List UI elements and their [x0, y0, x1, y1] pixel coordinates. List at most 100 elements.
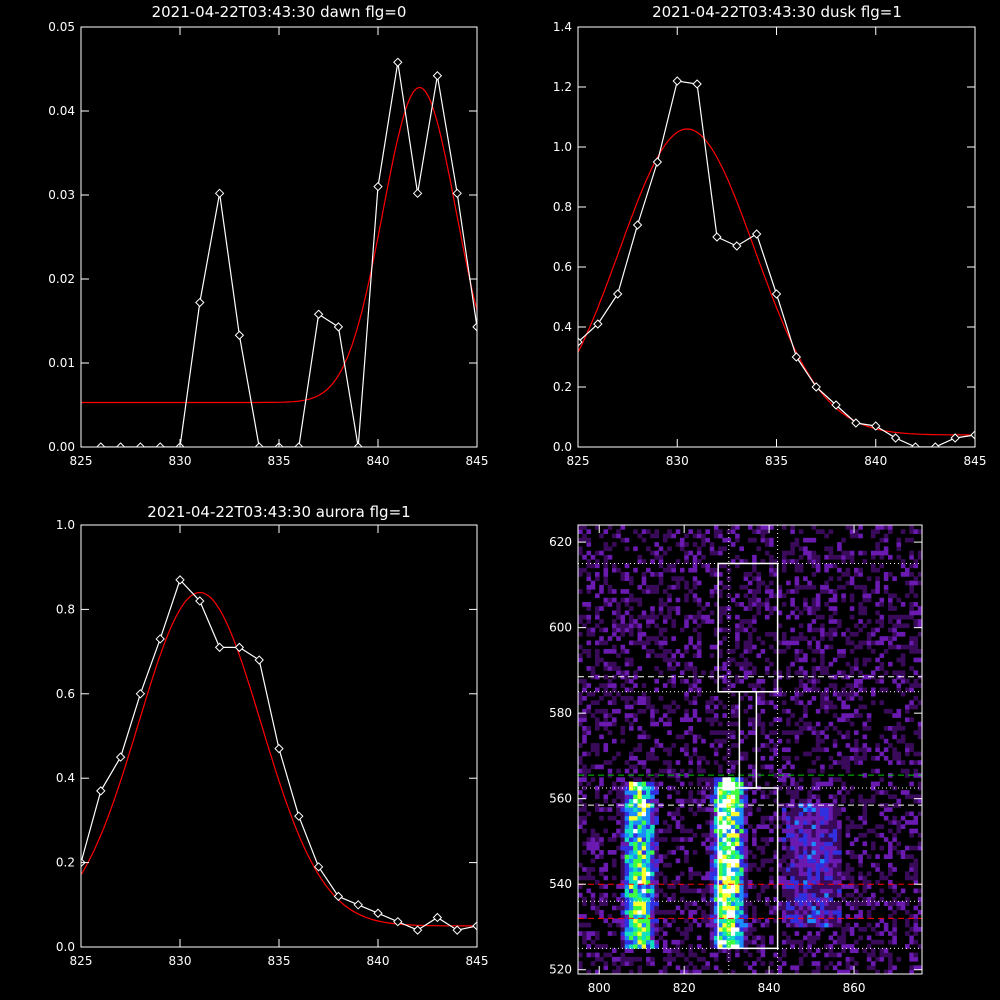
- heatmap-cell: [671, 563, 676, 569]
- y-tick-label: 520: [549, 963, 572, 977]
- heatmap-cell: [888, 961, 893, 966]
- heatmap-cell: [633, 901, 638, 906]
- heatmap-cell: [866, 631, 872, 637]
- heatmap-cell: [730, 854, 736, 859]
- heatmap-cell: [862, 687, 868, 693]
- heatmap-cell: [811, 670, 817, 676]
- data-point: [811, 382, 821, 392]
- heatmap-cell: [675, 858, 681, 864]
- heatmap-cell: [756, 529, 761, 534]
- heatmap-cell: [781, 567, 787, 573]
- heatmap-cell: [811, 939, 817, 945]
- heatmap-cell: [807, 931, 812, 936]
- heatmap-cell: [620, 811, 626, 817]
- heatmap-cell: [616, 811, 621, 817]
- heatmap-cell: [692, 734, 698, 740]
- heatmap-cell: [913, 593, 919, 599]
- heatmap-cell: [713, 867, 719, 872]
- heatmap-cell: [718, 653, 723, 658]
- heatmap-cell: [730, 807, 736, 812]
- heatmap-cell: [662, 760, 668, 765]
- heatmap-cell: [786, 721, 791, 727]
- heatmap-cell: [862, 811, 868, 817]
- heatmap-cell: [629, 824, 634, 829]
- heatmap-cell: [722, 905, 727, 911]
- heatmap-cell: [815, 678, 821, 684]
- heatmap-cell: [837, 935, 842, 941]
- heatmap-cell: [637, 533, 643, 539]
- heatmap-cell: [858, 798, 863, 804]
- heatmap-cell: [671, 533, 676, 539]
- heatmap-cell: [705, 563, 710, 569]
- heatmap-cell: [629, 828, 634, 834]
- heatmap-cell: [675, 559, 681, 564]
- heatmap-cell: [752, 790, 757, 795]
- heatmap-cell: [747, 640, 753, 646]
- heatmap-cell: [849, 854, 855, 859]
- heatmap-cell: [824, 691, 829, 697]
- heatmap-cell: [803, 726, 808, 731]
- heatmap-cell: [879, 734, 885, 740]
- heatmap-cell: [650, 854, 655, 859]
- heatmap-cell: [662, 627, 668, 633]
- heatmap-cell: [803, 879, 808, 885]
- heatmap-cell: [603, 717, 609, 723]
- heatmap-cell: [637, 862, 643, 868]
- heatmap-cell: [790, 871, 795, 877]
- heatmap-cell: [849, 755, 855, 761]
- heatmap-cell: [743, 794, 749, 800]
- heatmap-cell: [726, 845, 732, 851]
- heatmap-cell: [743, 905, 749, 911]
- heatmap-cell: [913, 845, 919, 851]
- heatmap-cell: [905, 687, 910, 693]
- heatmap-cell: [582, 777, 587, 782]
- heatmap-cell: [786, 897, 791, 902]
- heatmap-cell: [862, 888, 868, 894]
- heatmap-cell: [769, 572, 774, 577]
- heatmap-cell: [701, 785, 706, 791]
- heatmap-cell: [832, 931, 838, 936]
- heatmap-cell: [718, 897, 723, 902]
- heatmap-cell: [688, 661, 693, 667]
- heatmap-cell: [798, 815, 804, 821]
- heatmap-cell: [888, 854, 893, 859]
- heatmap-cell: [726, 529, 732, 534]
- heatmap-cell: [862, 884, 868, 889]
- heatmap-cell: [760, 922, 766, 928]
- heatmap-cell: [624, 931, 630, 936]
- heatmap-cell: [586, 537, 592, 543]
- heatmap-cell: [743, 584, 749, 590]
- heatmap-cell: [709, 550, 715, 556]
- heatmap-cell: [824, 589, 829, 594]
- heatmap-cell: [752, 576, 757, 581]
- heatmap-cell: [888, 905, 893, 911]
- heatmap-cell: [629, 781, 634, 787]
- heatmap-cell: [709, 918, 715, 924]
- heatmap-cell: [578, 815, 583, 821]
- heatmap-cell: [718, 854, 723, 859]
- heatmap-cell: [722, 755, 727, 761]
- heatmap-cell: [862, 850, 868, 855]
- heatmap-cell: [637, 597, 643, 603]
- heatmap-cell: [713, 850, 719, 855]
- heatmap-cell: [739, 858, 744, 864]
- heatmap-cell: [824, 820, 829, 825]
- heatmap-cell: [718, 845, 723, 851]
- heatmap-cell: [794, 696, 800, 701]
- heatmap-cell: [875, 939, 880, 945]
- heatmap-cell: [849, 696, 855, 701]
- heatmap-cell: [824, 922, 829, 928]
- heatmap-cell: [879, 777, 885, 782]
- heatmap-cell: [629, 657, 634, 663]
- heatmap-cell: [726, 593, 732, 599]
- heatmap-cell: [794, 854, 800, 859]
- heatmap-cell: [629, 935, 634, 941]
- heatmap-cell: [654, 798, 659, 804]
- heatmap-cell: [730, 927, 736, 932]
- heatmap-cell: [730, 935, 736, 941]
- heatmap-cell: [722, 815, 727, 821]
- y-tick-label: 600: [549, 621, 572, 635]
- heatmap-cell: [641, 871, 647, 877]
- heatmap-cell: [875, 619, 880, 624]
- heatmap-cell: [616, 636, 621, 641]
